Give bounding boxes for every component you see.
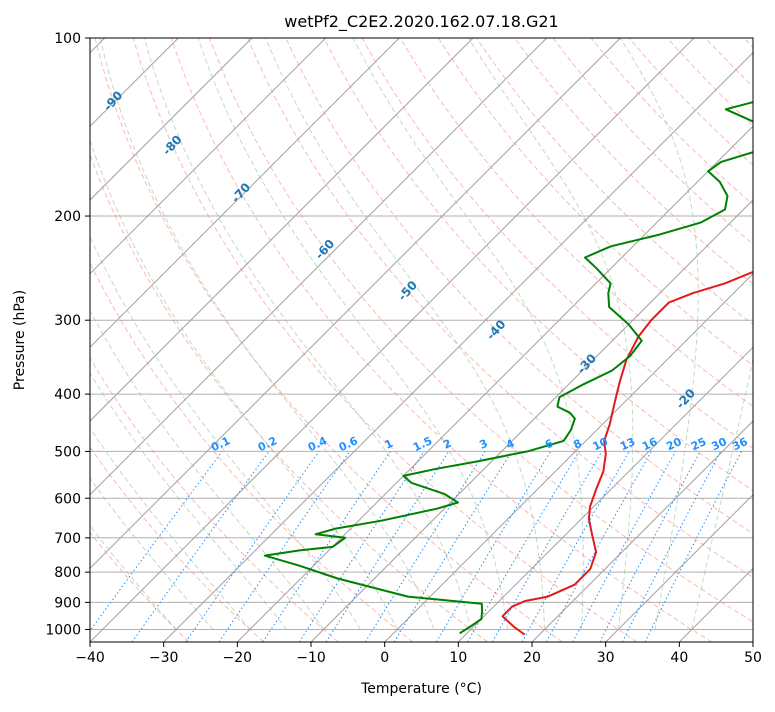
x-axis-label: Temperature (°C) [360, 681, 482, 697]
moist-adiabat-line [0, 38, 287, 630]
mixing-ratio-label: 16 [640, 435, 660, 453]
x-tick-label: −30 [149, 650, 179, 666]
dry-adiabat-label: -20 [673, 386, 698, 411]
dry-adiabat-label: -30 [574, 351, 599, 376]
mixing-ratio-line [546, 451, 651, 642]
x-tick-label: 50 [744, 650, 762, 666]
dry-adiabat-line [591, 38, 775, 642]
isotherm-line [16, 38, 620, 642]
mixing-ratio-label: 36 [730, 435, 750, 453]
dry-adiabat-line [57, 38, 488, 642]
y-tick-label: 400 [54, 387, 81, 403]
y-tick-label: 600 [54, 491, 81, 507]
y-tick-label: 100 [54, 31, 81, 47]
dewpoint-profile [265, 38, 775, 633]
x-tick-label: −10 [296, 650, 326, 666]
y-tick-label: 1000 [45, 622, 81, 638]
moist-adiabat-line [353, 38, 583, 630]
mixing-ratio-label: 2 [441, 437, 453, 452]
dry-adiabat-line [438, 38, 775, 642]
x-tick-label: −40 [75, 650, 105, 666]
dry-adiabat-label: -70 [228, 180, 253, 205]
dry-adiabat-label: -60 [312, 237, 337, 262]
isotherm-line [753, 38, 775, 642]
mixing-ratio-line [573, 451, 676, 642]
mixing-ratio-line [622, 451, 720, 642]
dry-adiabat-line [667, 38, 775, 642]
isotherm-line [0, 38, 252, 642]
isotherm-line [164, 38, 768, 642]
x-axis: −40 −30 −20 −10 0 10 20 30 40 50 [75, 642, 762, 666]
moist-adiabat-line [620, 38, 698, 630]
mixing-ratio-label: 25 [689, 435, 708, 453]
dry-adiabat-line [19, 38, 413, 642]
x-tick-label: 0 [380, 650, 389, 666]
chart-title: wetPf2_C2E2.2020.162.07.18.G21 [284, 12, 558, 32]
dry-adiabat-line [744, 38, 775, 642]
dry-adiabat-line [0, 38, 189, 642]
mixing-ratio-line [326, 451, 449, 642]
moist-adiabat-line [266, 38, 545, 630]
isotherm-line [0, 38, 547, 642]
moist-adiabat-line [0, 38, 213, 630]
dry-adiabat-label: -80 [160, 133, 185, 158]
isotherm-line [532, 38, 775, 642]
x-tick-label: 20 [523, 650, 541, 666]
y-tick-label: 700 [54, 531, 81, 547]
mixing-ratio-line [436, 451, 550, 642]
mixing-ratio-label: 30 [710, 435, 730, 453]
adiabat-labels: -90-80-70-60-50-40-30-20 [101, 88, 699, 411]
dry-adiabat-line [0, 38, 264, 642]
x-tick-label: 10 [449, 650, 467, 666]
mixing-ratio-label: 3 [477, 437, 489, 452]
y-tick-label: 300 [54, 313, 81, 329]
mixing-ratio-label: 13 [618, 435, 637, 453]
y-tick-label: 500 [54, 444, 81, 460]
y-axis: 100 200 300 400 500 600 700 800 900 1000 [45, 31, 90, 638]
y-tick-label: 200 [54, 209, 81, 225]
profile-lines [265, 38, 775, 635]
dry-adiabat-line [133, 38, 637, 642]
isotherm-line [458, 38, 775, 642]
moist-adiabat-line [692, 38, 775, 630]
x-tick-label: −20 [223, 650, 253, 666]
mixing-ratio-line [468, 451, 580, 642]
moist-adiabat-line [0, 38, 250, 630]
dry-adiabat-line [362, 38, 775, 642]
isotherm-line [90, 38, 694, 642]
background-lines [0, 38, 775, 642]
y-tick-label: 900 [54, 595, 81, 611]
dry-adiabat-line [171, 38, 711, 642]
dry-adiabat-label: -90 [101, 88, 126, 113]
y-axis-label: Pressure (hPa) [12, 290, 28, 390]
plot-frame [90, 38, 753, 642]
dry-adiabat-line [706, 38, 775, 642]
isotherm-line [0, 38, 399, 642]
isotherm-line [0, 38, 326, 642]
x-tick-label: 30 [597, 650, 615, 666]
x-tick-label: 40 [670, 650, 688, 666]
isotherm-line [385, 38, 775, 642]
moist-adiabat-line [198, 38, 508, 630]
isotherm-line [679, 38, 775, 642]
moist-adiabat-line [144, 38, 471, 630]
dry-adiabat-line [553, 38, 775, 642]
mixing-ratio-label: 20 [664, 435, 684, 453]
dry-adiabat-label: -50 [395, 278, 420, 303]
mixing-ratio-line [600, 451, 700, 642]
y-tick-label: 800 [54, 565, 81, 581]
isotherm-line [311, 38, 775, 642]
mixing-ratio-label: 10 [591, 435, 611, 453]
mixing-ratio-line [82, 451, 222, 642]
